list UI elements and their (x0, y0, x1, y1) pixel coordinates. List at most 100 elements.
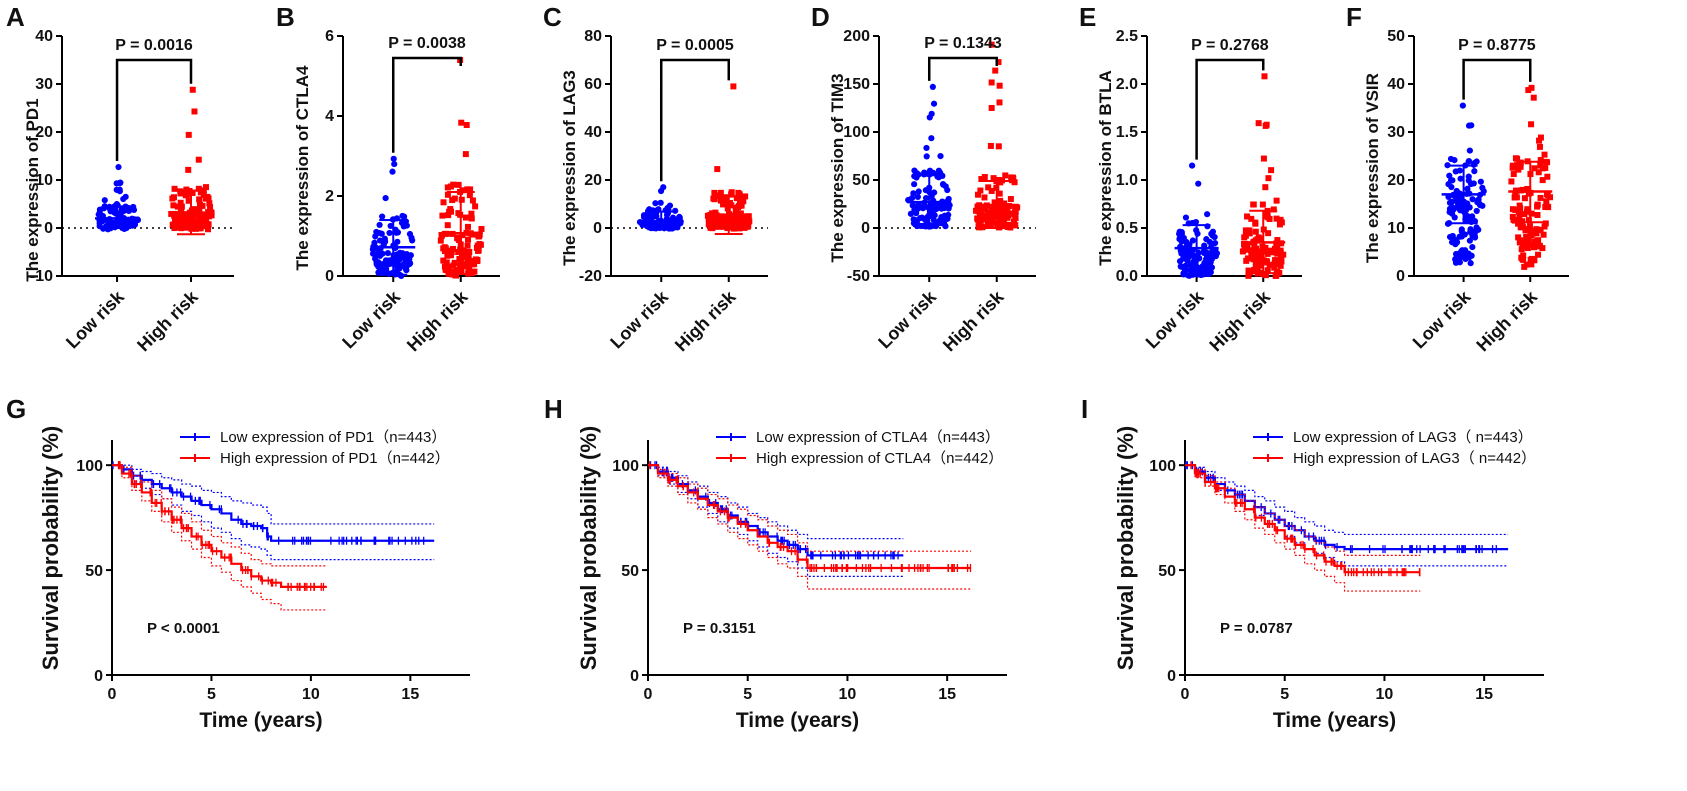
data-point (737, 217, 744, 224)
data-point (1536, 242, 1543, 249)
data-point (988, 104, 995, 111)
data-point (1246, 230, 1253, 237)
ci-lower-line (648, 464, 972, 590)
data-point (1267, 247, 1274, 254)
data-point (381, 235, 388, 242)
p-value-label: P = 0.2768 (1191, 37, 1269, 54)
data-point (929, 83, 936, 90)
data-point (116, 188, 123, 195)
data-point (996, 82, 1003, 89)
significance-bracket (927, 56, 998, 81)
data-point (1182, 214, 1190, 221)
y-tick-label: 0 (861, 220, 870, 237)
data-point (1469, 196, 1476, 203)
data-point (910, 190, 917, 197)
data-point (1515, 217, 1522, 224)
panel-h: H 0 50 100 0 5 10 15 Survival probability (%) Tim… (544, 394, 1007, 732)
data-point (173, 223, 180, 230)
data-point (1534, 211, 1541, 218)
ci-upper-line (1185, 464, 1421, 557)
data-point (196, 201, 203, 208)
data-point (400, 213, 408, 220)
data-point (1014, 204, 1021, 211)
data-point (394, 238, 401, 245)
data-point (652, 200, 659, 207)
data-point (1543, 198, 1550, 205)
data-point (1475, 226, 1482, 233)
data-point (1466, 215, 1473, 222)
data-point (180, 211, 187, 218)
data-point (997, 197, 1004, 204)
data-point (462, 214, 469, 221)
data-point (464, 223, 471, 230)
data-point (1255, 234, 1262, 241)
y-axis-title: The expression of TIM3 (828, 74, 847, 263)
data-point (384, 260, 391, 267)
data-point (1524, 245, 1531, 252)
data-point (740, 198, 747, 205)
data-point (460, 247, 467, 254)
data-point (1539, 177, 1546, 184)
group-points-high (1508, 84, 1554, 270)
data-point (1541, 151, 1548, 158)
data-point (1521, 195, 1528, 202)
data-point (1005, 221, 1012, 228)
data-point (1526, 223, 1533, 230)
data-point (1211, 239, 1219, 247)
data-point (1247, 247, 1254, 254)
x-axis-title: Time (years) (1273, 709, 1396, 732)
data-point (185, 197, 192, 204)
data-point (1528, 255, 1535, 262)
panel-label: F (1346, 2, 1362, 32)
data-point (1448, 210, 1456, 217)
data-point (1277, 257, 1284, 264)
data-point (1259, 201, 1266, 208)
data-point (711, 189, 718, 196)
data-point (1449, 232, 1456, 240)
data-point (171, 185, 178, 192)
p-value-label: P = 0.0038 (388, 35, 466, 52)
data-point (987, 222, 994, 229)
data-point (974, 215, 981, 222)
data-point (1537, 162, 1544, 169)
data-point (468, 210, 475, 217)
data-point (450, 181, 457, 188)
data-point (1470, 180, 1477, 187)
data-point (1209, 232, 1216, 239)
data-point (1516, 202, 1523, 209)
data-point (1466, 237, 1473, 244)
data-point (1456, 167, 1463, 174)
x-category-label: Low risk (1142, 286, 1208, 352)
data-point (988, 187, 995, 194)
data-point (1445, 181, 1452, 188)
data-point (459, 232, 466, 239)
data-point (1471, 159, 1478, 167)
data-point (461, 262, 468, 269)
data-point (1528, 261, 1535, 268)
data-point (1260, 155, 1267, 162)
data-point (1248, 215, 1255, 222)
data-point (728, 191, 735, 198)
data-point (1517, 224, 1524, 231)
x-axis-title: Time (years) (736, 709, 859, 732)
data-point (732, 218, 739, 225)
y-tick-label: 2.5 (1116, 28, 1138, 45)
data-point (1244, 213, 1251, 220)
y-axis-title: The expression of CTLA4 (293, 65, 312, 271)
panel-label: H (544, 394, 563, 424)
y-tick-label: 0 (630, 668, 639, 685)
ci-upper-line (648, 464, 904, 540)
data-point (995, 59, 1002, 66)
data-point (1204, 211, 1211, 218)
data-point (975, 208, 982, 215)
data-point (169, 195, 176, 202)
data-point (448, 208, 455, 215)
data-point (172, 210, 179, 217)
data-point (1524, 206, 1531, 213)
data-point (1272, 257, 1279, 264)
y-axis-title: Survival probability (%) (38, 426, 63, 671)
significance-bracket (115, 58, 193, 162)
data-point (462, 151, 469, 158)
data-point (178, 207, 185, 214)
p-value-label: P < 0.0001 (147, 620, 220, 637)
